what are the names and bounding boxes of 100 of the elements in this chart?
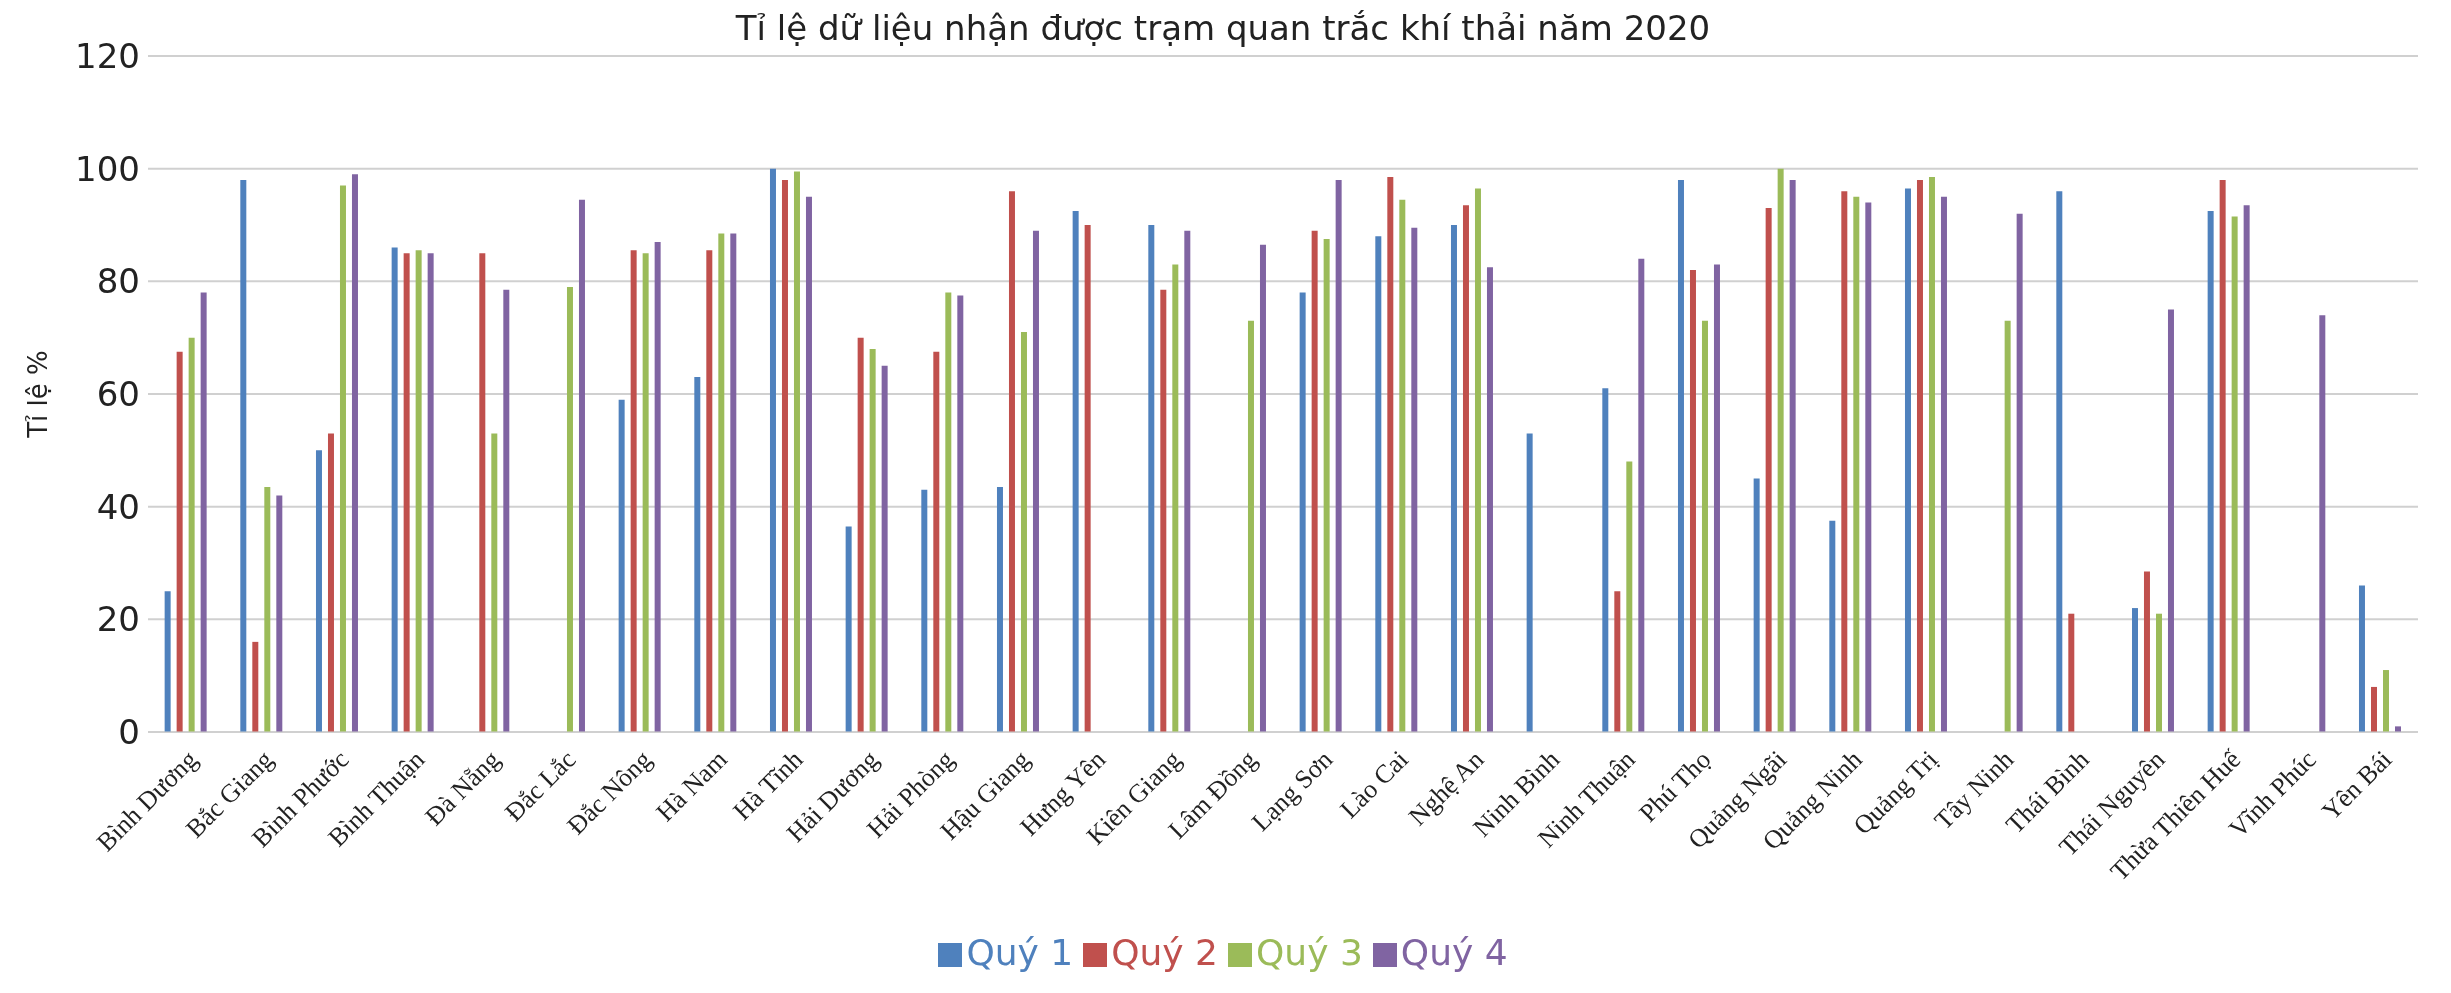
y-tick-label: 60: [96, 374, 140, 415]
bar: [2358, 585, 2365, 732]
y-tick-label: 20: [96, 599, 140, 640]
bar: [1084, 225, 1091, 732]
y-tick-label: 0: [118, 712, 140, 753]
bar: [1614, 591, 1621, 732]
bar: [1411, 227, 1418, 732]
bar: [1626, 461, 1633, 732]
bar: [339, 185, 346, 732]
bar: [2155, 613, 2162, 732]
bar: [1526, 433, 1533, 732]
bar: [1753, 478, 1760, 732]
bar: [642, 253, 649, 732]
bar: [2319, 315, 2326, 732]
y-tick-label: 80: [96, 261, 140, 302]
bar: [933, 351, 940, 732]
bar: [1148, 225, 1155, 732]
bar: [957, 295, 964, 732]
legend-label: Quý 1: [966, 932, 1074, 973]
bar: [618, 399, 625, 732]
bar: [654, 241, 661, 732]
bar: [996, 486, 1003, 732]
bar: [718, 233, 725, 732]
bar: [2068, 613, 2075, 732]
bar: [781, 179, 788, 732]
bar: [845, 526, 852, 732]
bar: [1916, 179, 1923, 732]
bar: [805, 196, 812, 732]
legend-label: Quý 3: [1256, 932, 1363, 973]
bar: [2016, 213, 2023, 732]
bar: [1008, 191, 1015, 732]
bar: [391, 247, 398, 732]
bar: [706, 250, 713, 732]
bar: [1259, 244, 1266, 732]
bar: [1299, 292, 1306, 732]
bar: [200, 292, 207, 732]
bar: [1387, 177, 1394, 732]
bar: [164, 591, 171, 732]
bar: [1184, 230, 1191, 732]
bar: [1841, 191, 1848, 732]
bar: [1940, 196, 1947, 732]
bar: [1829, 520, 1836, 732]
bar: [427, 253, 434, 732]
x-tick-label: Yên Bái: [2316, 744, 2398, 827]
bar: [1247, 320, 1254, 732]
bar: [730, 233, 737, 732]
bar: [2207, 210, 2214, 732]
bar: [2219, 179, 2226, 732]
bar: [1172, 264, 1179, 732]
bar: [1689, 270, 1696, 732]
bar: [1713, 264, 1720, 732]
bar: [1789, 179, 1796, 732]
y-axis-title: Tỉ lệ %: [23, 350, 54, 439]
bar: [881, 365, 888, 732]
bar: [1486, 267, 1493, 732]
bar: [1638, 258, 1645, 732]
bar: [1311, 230, 1318, 732]
bar: [315, 450, 322, 732]
bar: [1462, 205, 1469, 732]
bar: [327, 433, 334, 732]
bar: [1375, 236, 1382, 732]
bar: [1853, 196, 1860, 732]
bar: [857, 337, 864, 732]
bar: [176, 351, 183, 732]
bar: [1777, 168, 1784, 732]
bar: [1072, 210, 1079, 732]
bar: [2382, 670, 2389, 732]
y-tick-label: 120: [75, 36, 140, 77]
bar: [276, 495, 283, 732]
bar: [769, 168, 776, 732]
bar: [240, 179, 247, 732]
bar: [491, 433, 498, 732]
bar: [1032, 230, 1039, 732]
bar: [188, 337, 195, 732]
bar: [1602, 388, 1609, 732]
bar: [479, 253, 486, 732]
bar: [1160, 289, 1167, 732]
bar: [2143, 571, 2150, 732]
bar: [578, 199, 585, 732]
bar: [1450, 225, 1457, 732]
bar: [2056, 191, 2063, 732]
bar: [264, 486, 271, 732]
bar: [351, 174, 358, 732]
bar: [1399, 199, 1406, 732]
bar: [869, 348, 876, 732]
bar: [2231, 216, 2238, 732]
bar: [1765, 208, 1772, 732]
bar: [630, 250, 637, 732]
bar: [1020, 332, 1027, 732]
bar: [2370, 686, 2377, 732]
y-tick-label: 40: [96, 486, 140, 527]
bar: [2167, 309, 2174, 732]
bar: [1904, 188, 1911, 732]
bar: [566, 286, 573, 732]
bar: [921, 489, 928, 732]
legend-label: Quý 2: [1111, 932, 1218, 973]
bar: [1335, 179, 1342, 732]
bar: [252, 641, 259, 732]
bar: [945, 292, 952, 732]
bar: [793, 171, 800, 732]
